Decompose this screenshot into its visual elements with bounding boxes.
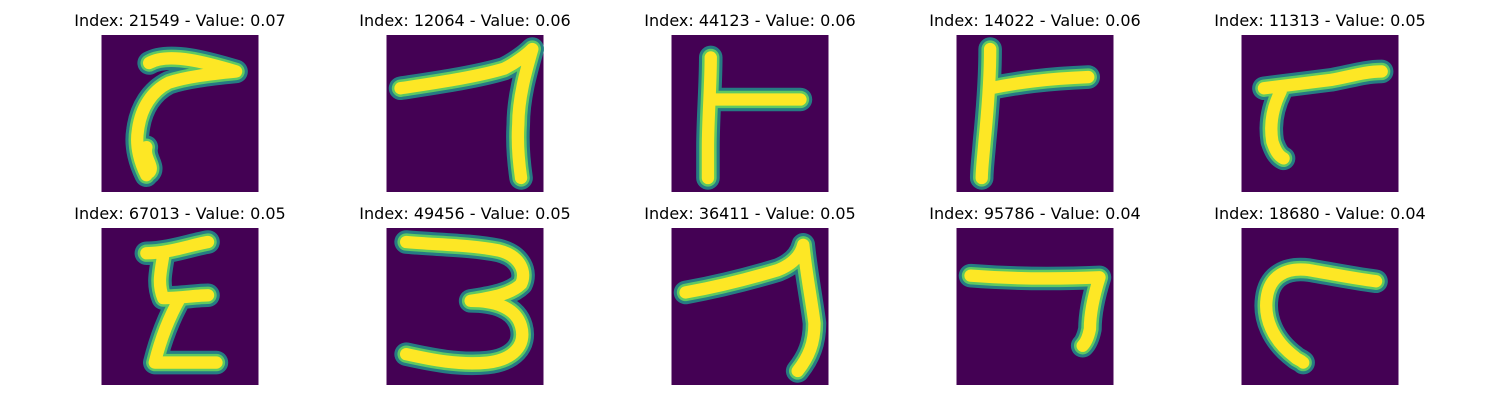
digit-stroke xyxy=(131,52,243,182)
panel-title: Index: 44123 - Value: 0.06 xyxy=(644,11,856,30)
panel-4: Index: 14022 - Value: 0.06 xyxy=(893,0,1177,192)
panel-7: Index: 49456 - Value: 0.05 xyxy=(323,193,607,385)
digit-image xyxy=(1241,228,1399,385)
digit-image xyxy=(956,35,1114,192)
digit-image xyxy=(101,35,259,192)
digit-image xyxy=(101,228,259,385)
panel-title: Index: 67013 - Value: 0.05 xyxy=(74,204,286,223)
digit-stroke xyxy=(975,42,1095,185)
panel-title: Index: 12064 - Value: 0.06 xyxy=(359,11,571,30)
panel-title: Index: 21549 - Value: 0.07 xyxy=(74,11,286,30)
panel-3: Index: 44123 - Value: 0.06 xyxy=(608,0,892,192)
panel-5: Index: 11313 - Value: 0.05 xyxy=(1178,0,1462,192)
panel-9: Index: 95786 - Value: 0.04 xyxy=(893,193,1177,385)
digit-image xyxy=(386,228,544,385)
panel-title: Index: 14022 - Value: 0.06 xyxy=(929,11,1141,30)
digit-stroke xyxy=(1260,263,1383,369)
digit-stroke xyxy=(140,235,223,369)
digit-stroke xyxy=(679,238,821,378)
panel-10: Index: 18680 - Value: 0.04 xyxy=(1178,193,1462,385)
panel-8: Index: 36411 - Value: 0.05 xyxy=(608,193,892,385)
digit-stroke xyxy=(964,269,1106,352)
panel-6: Index: 67013 - Value: 0.05 xyxy=(38,193,322,385)
digit-image xyxy=(956,228,1114,385)
digit-image xyxy=(1241,35,1399,192)
digit-image xyxy=(671,35,829,192)
panel-title: Index: 49456 - Value: 0.05 xyxy=(359,204,571,223)
digit-image xyxy=(671,228,829,385)
digit-image xyxy=(386,35,544,192)
panel-1: Index: 21549 - Value: 0.07 xyxy=(38,0,322,192)
digit-stroke xyxy=(1257,65,1388,165)
digit-stroke xyxy=(399,235,530,370)
panel-title: Index: 95786 - Value: 0.04 xyxy=(929,204,1141,223)
panel-2: Index: 12064 - Value: 0.06 xyxy=(323,0,607,192)
digit-stroke xyxy=(701,51,807,185)
panel-title: Index: 11313 - Value: 0.05 xyxy=(1214,11,1426,30)
digit-stroke xyxy=(394,42,539,185)
panel-title: Index: 36411 - Value: 0.05 xyxy=(644,204,856,223)
panel-title: Index: 18680 - Value: 0.04 xyxy=(1214,204,1426,223)
